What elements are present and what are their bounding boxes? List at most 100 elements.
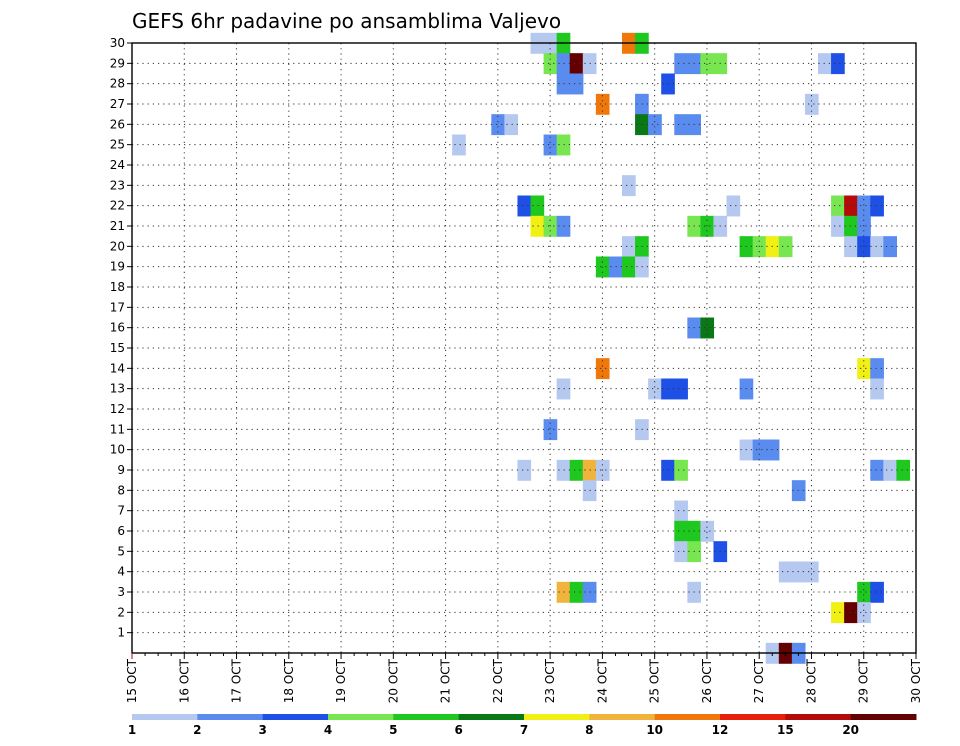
heatmap-cell [857,215,871,237]
y-tick-label: 8 [117,483,125,497]
grid-lines [132,43,916,653]
legend-swatch [262,714,329,720]
heatmap-cell [674,378,688,400]
heatmap-cell [674,459,688,481]
legend-label: 20 [842,723,859,737]
heatmap-cell [831,195,845,217]
legend-swatch [785,714,852,720]
legend-label: 1 [128,723,136,737]
y-tick-label: 2 [117,605,125,619]
heatmap-cell [778,236,793,258]
heatmap-cell [530,215,545,237]
heatmap-cell [857,581,871,603]
color-legend: 1 2 3 4 5 6 7 8 10 12 15 20 [128,714,917,737]
y-tick-label: 13 [110,382,125,396]
heatmap-cell [700,215,715,237]
heatmap-cell [831,53,845,75]
heatmap-cell [726,195,741,217]
y-tick-label: 29 [110,56,125,70]
y-tick-label: 7 [117,504,125,518]
heatmap-cell [452,134,466,156]
heatmap-cell [870,459,884,481]
heatmap-cell [622,175,636,197]
legend-swatch [393,714,460,720]
heatmap-cell [556,581,571,603]
heatmap-cell [831,215,845,237]
legend-swatch [458,714,525,720]
x-tick-label: 21 OCT [439,658,453,703]
heatmap-cell [674,114,688,136]
heatmap-cell [648,114,662,136]
legend-label: 7 [520,723,528,737]
heatmap-cell [818,53,832,75]
heatmap-cell [517,459,532,481]
x-tick-label: 30 OCT [909,658,923,703]
x-tick-label: 20 OCT [386,658,400,703]
y-tick-label: 22 [110,199,125,213]
heatmap-cell [870,195,884,217]
x-tick-label: 18 OCT [282,658,296,703]
legend-label: 5 [389,723,397,737]
legend-swatch [524,714,590,720]
heatmap-cell [778,561,793,583]
x-tick-label: 16 OCT [177,658,191,703]
heatmap-cell [870,236,884,258]
heatmap-cell [622,236,636,258]
x-tick-label: 28 OCT [804,658,818,703]
y-tick-label: 20 [110,239,125,253]
heatmap-cell [804,561,819,583]
heatmap-cell [883,236,897,258]
x-tick-label: 22 OCT [491,658,505,703]
y-tick-label: 10 [110,443,125,457]
heatmap-cell [700,317,715,339]
y-axis-ticks: 1234567891011121314151617181920212223242… [110,36,132,640]
heatmap-cell [674,520,688,542]
heatmap-cell [883,459,897,481]
legend-swatch [720,714,786,720]
y-tick-label: 11 [110,422,125,436]
heatmap-cell [857,358,871,380]
y-tick-label: 24 [110,158,125,172]
heatmap-cell [831,602,845,624]
legend-swatch [328,714,394,720]
heatmap-cells [452,32,911,664]
heatmap-cell [870,358,884,380]
heatmap-cell [595,358,610,380]
y-tick-label: 6 [117,524,125,538]
legend-label: 8 [585,723,593,737]
chart-title: GEFS 6hr padavine po ansamblima Valjevo [132,9,561,33]
legend-swatch [654,714,721,720]
heatmap-cell [870,378,884,400]
y-tick-label: 28 [110,77,125,91]
heatmap-cell [569,53,584,75]
heatmap-cell [857,602,871,624]
y-tick-label: 9 [117,463,125,477]
heatmap-cell [752,439,767,461]
heatmap-cell [556,53,571,75]
heatmap-cell [844,195,858,217]
y-tick-label: 18 [110,280,125,294]
heatmap-cell [870,581,884,603]
heatmap-cell [896,459,911,481]
x-axis-ticks: 15 OCT 16 OCT 17 OCT 18 OCT 19 OCT 20 OCT 21 O… [125,653,923,703]
heatmap-cell [674,541,688,563]
heatmap-cell [543,53,558,75]
y-tick-label: 25 [110,138,125,152]
legend-swatch [132,714,198,720]
x-tick-label: 29 OCT [857,658,871,703]
y-tick-label: 1 [117,626,125,640]
legend-label: 15 [777,723,794,737]
y-tick-label: 27 [110,97,125,111]
heatmap-cell [569,459,584,481]
heatmap-cell [622,256,636,278]
heatmap-cell [491,114,505,136]
heatmap-cell [674,500,688,522]
heatmap-cell [804,93,819,115]
x-tick-label: 24 OCT [595,658,609,703]
x-tick-label: 15 OCT [125,658,139,703]
heatmap-cell [543,419,558,441]
y-tick-label: 26 [110,117,125,131]
y-tick-label: 15 [110,341,125,355]
legend-swatch [589,714,656,720]
